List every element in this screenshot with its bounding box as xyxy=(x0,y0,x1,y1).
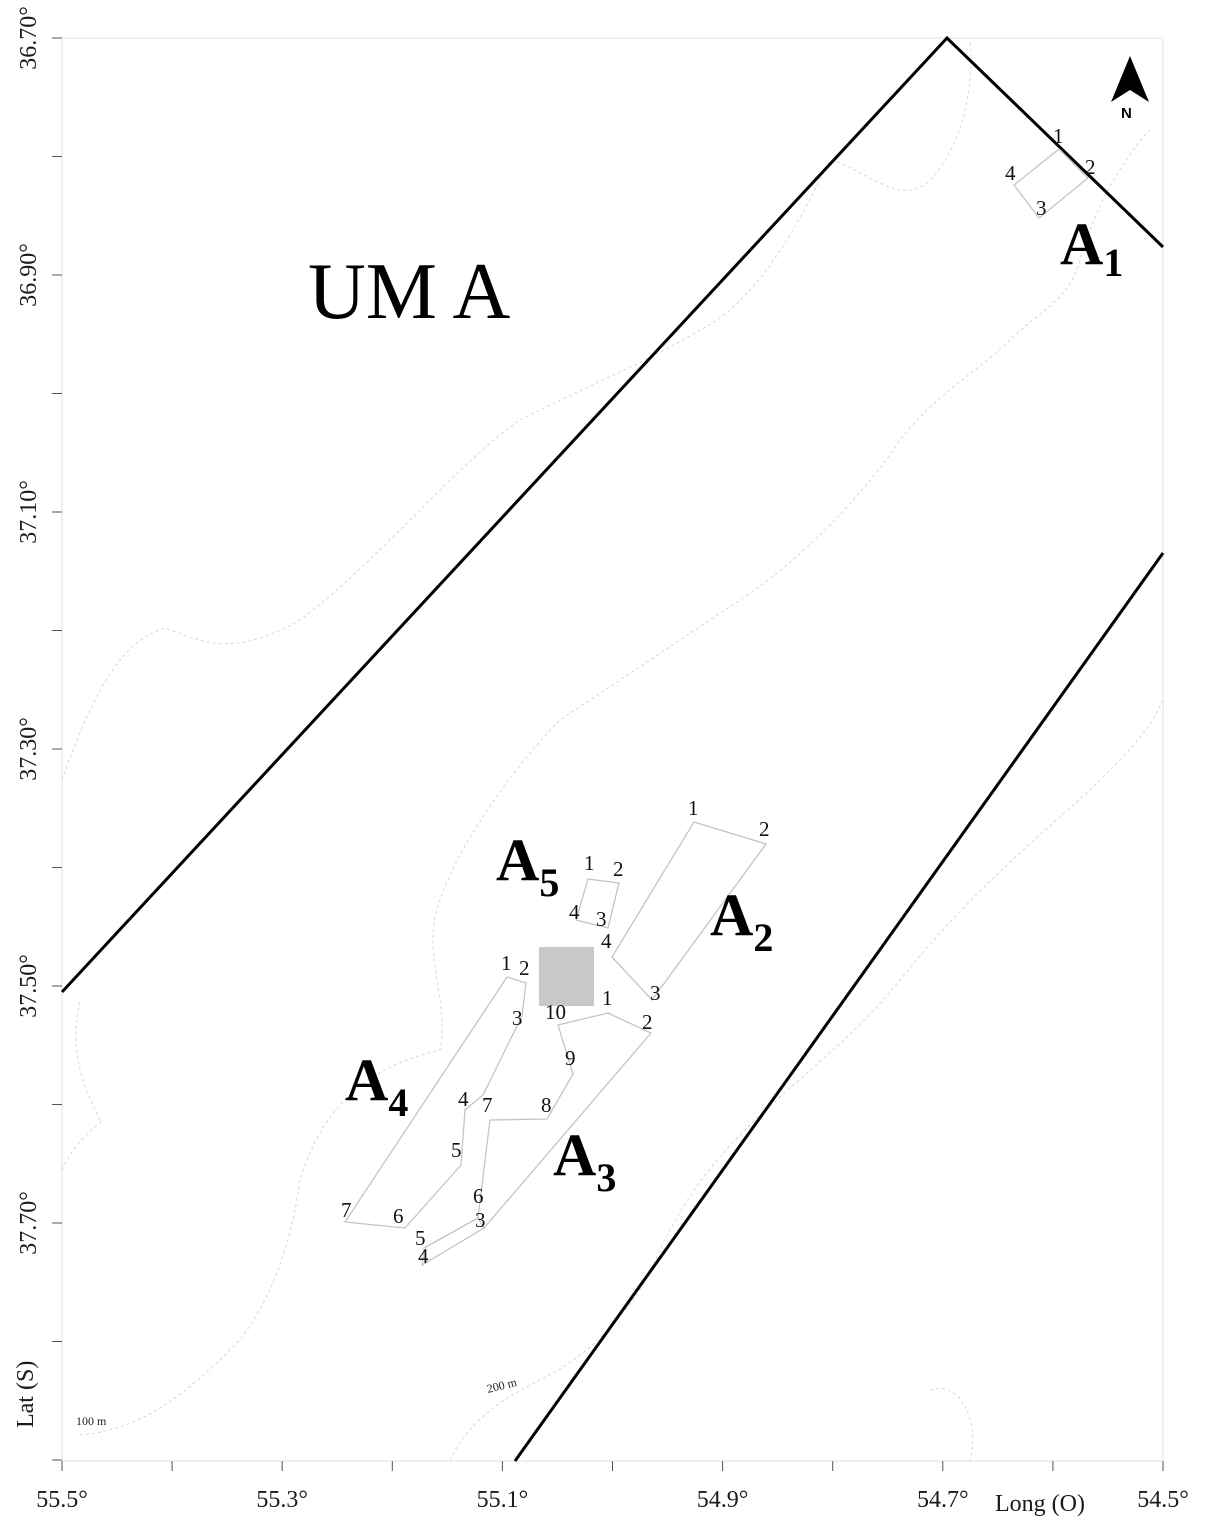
svg-text:1: 1 xyxy=(1053,124,1064,148)
y-tick-label: 37.70° xyxy=(16,1191,42,1255)
svg-text:1: 1 xyxy=(688,796,699,820)
contour-label-200m: 200 m xyxy=(485,1375,518,1396)
svg-text:10: 10 xyxy=(545,1000,566,1024)
svg-text:5: 5 xyxy=(451,1138,462,1162)
survey-areas xyxy=(343,148,1089,1267)
svg-text:3: 3 xyxy=(475,1208,486,1232)
svg-text:8: 8 xyxy=(541,1093,552,1117)
bathymetric-contours xyxy=(61,39,1164,1462)
area-label-a1: A1 xyxy=(1060,211,1123,285)
svg-text:1: 1 xyxy=(501,951,512,975)
x-tick-label: 55.1° xyxy=(477,1487,529,1513)
svg-text:3: 3 xyxy=(1036,196,1047,220)
contour-label-100m: 100 m xyxy=(76,1414,107,1428)
svg-text:4: 4 xyxy=(418,1244,429,1268)
area-label-a5: A5 xyxy=(496,827,559,905)
x-axis: 55.5° 55.3° 55.1° 54.9° 54.7° 54.5° xyxy=(36,1461,1189,1513)
y-tick-label: 36.90° xyxy=(16,243,42,307)
svg-text:2: 2 xyxy=(1085,155,1096,179)
area-a4-polygon xyxy=(343,976,527,1229)
svg-text:2: 2 xyxy=(519,956,530,980)
zone-boundary-south xyxy=(513,552,1165,1462)
svg-text:3: 3 xyxy=(596,907,607,931)
y-axis-title: Lat (S) xyxy=(13,1361,39,1428)
plot-frame xyxy=(61,37,1164,1462)
y-tick-label: 37.10° xyxy=(16,480,42,544)
x-tick-label: 54.9° xyxy=(697,1487,749,1513)
contour-deep xyxy=(929,1387,974,1462)
x-tick-label: 54.5° xyxy=(1137,1487,1189,1513)
contour-200m xyxy=(79,129,1151,1436)
y-tick-label: 37.30° xyxy=(16,717,42,781)
area-a3-tail xyxy=(421,1217,485,1267)
reference-block xyxy=(539,947,594,1006)
y-tick-label: 37.50° xyxy=(16,954,42,1018)
svg-text:2: 2 xyxy=(642,1010,653,1034)
area-a2-polygon xyxy=(611,821,768,1002)
svg-text:6: 6 xyxy=(473,1184,484,1208)
svg-text:6: 6 xyxy=(393,1204,404,1228)
contour-100m-lower xyxy=(61,999,103,1171)
x-axis-title: Long (O) xyxy=(995,1491,1085,1517)
area-label-a2: A2 xyxy=(710,882,773,960)
svg-text:2: 2 xyxy=(759,817,770,841)
area-label-a3: A3 xyxy=(553,1122,616,1200)
y-tick-label: 36.70° xyxy=(16,6,42,70)
contour-100m xyxy=(61,39,972,781)
svg-text:7: 7 xyxy=(341,1198,352,1222)
svg-text:1: 1 xyxy=(584,851,595,875)
x-tick-label: 55.5° xyxy=(36,1487,88,1513)
zone-boundary xyxy=(60,35,1165,1462)
svg-text:4: 4 xyxy=(569,900,580,924)
svg-text:2: 2 xyxy=(613,857,624,881)
svg-text:9: 9 xyxy=(565,1046,576,1070)
svg-text:1: 1 xyxy=(602,986,613,1010)
svg-text:3: 3 xyxy=(650,981,661,1005)
x-tick-label: 54.7° xyxy=(917,1487,969,1513)
vertex-labels: 1 2 3 4 1 2 3 4 1 2 3 4 1 2 3 4 5 6 7 8 … xyxy=(341,124,1096,1268)
area-a5-polygon xyxy=(575,878,620,929)
area-label-a4: A4 xyxy=(345,1047,408,1125)
zone-boundary-north xyxy=(60,35,1165,994)
area-a1-polygon xyxy=(1013,148,1089,219)
svg-text:4: 4 xyxy=(458,1087,469,1111)
svg-text:3: 3 xyxy=(512,1006,523,1030)
contour-200m-east xyxy=(449,699,1164,1461)
svg-text:7: 7 xyxy=(482,1093,493,1117)
svg-text:4: 4 xyxy=(1005,161,1016,185)
area-a3-polygon xyxy=(477,1012,653,1230)
svg-text:4: 4 xyxy=(601,929,612,953)
zone-title: UM A xyxy=(308,248,510,336)
north-label: N xyxy=(1121,105,1132,122)
x-tick-label: 55.3° xyxy=(256,1487,308,1513)
y-axis: 36.70° 36.90° 37.10° 37.30° 37.50° 37.70° xyxy=(16,6,62,1461)
svg-text:5: 5 xyxy=(415,1226,426,1250)
north-arrow-icon: N xyxy=(1111,56,1149,122)
